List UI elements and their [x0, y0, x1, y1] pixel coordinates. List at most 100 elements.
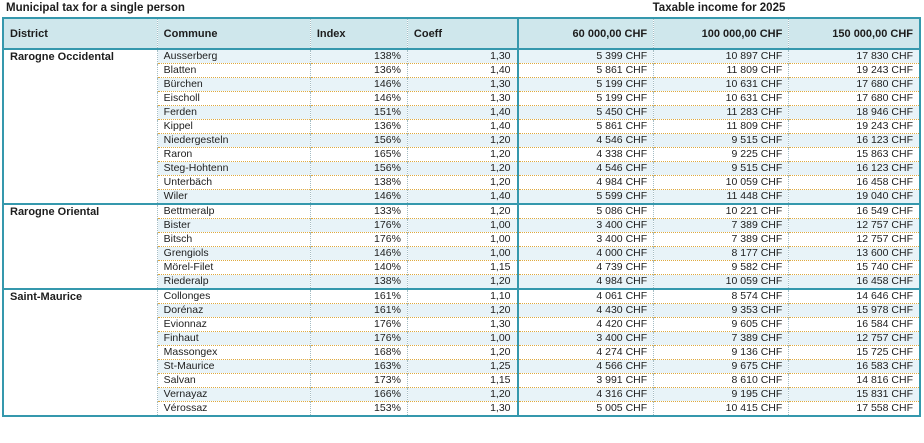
- commune-cell: Collonges: [156, 288, 311, 304]
- index-cell: 163%: [309, 359, 408, 374]
- tax-100000-cell: 8 177 CHF: [653, 246, 789, 261]
- tax-100000-cell: 11 448 CHF: [653, 189, 789, 204]
- table-row: Massongex 168% 1,20 4 274 CHF 9 136 CHF 15 72…: [3, 345, 920, 360]
- tax-60000-cell: 4 420 CHF: [516, 317, 654, 332]
- tax-150000-cell: 14 816 CHF: [788, 373, 920, 388]
- coeff-cell: 1,20: [406, 175, 518, 190]
- commune-cell: St-Maurice: [156, 359, 311, 374]
- table-row: Raron 165% 1,20 4 338 CHF 9 225 CHF 15 863 CH…: [3, 147, 920, 162]
- index-cell: 136%: [309, 119, 408, 134]
- district-cell: Rarogne Oriental: [3, 203, 158, 289]
- index-cell: 173%: [309, 373, 408, 388]
- tax-150000-cell: 16 123 CHF: [788, 161, 920, 176]
- index-cell: 133%: [309, 203, 408, 219]
- table-row: Eischoll 146% 1,30 5 199 CHF 10 631 CHF 17 68…: [3, 91, 920, 106]
- index-cell: 146%: [309, 91, 408, 106]
- index-cell: 176%: [309, 317, 408, 332]
- tax-60000-cell: 5 399 CHF: [516, 48, 654, 64]
- tax-100000-cell: 9 515 CHF: [653, 133, 789, 148]
- tax-60000-cell: 3 400 CHF: [516, 232, 654, 247]
- tax-150000-cell: 15 863 CHF: [788, 147, 920, 162]
- tax-60000-cell: 3 400 CHF: [516, 331, 654, 346]
- right-title: Taxable income for 2025: [652, 2, 786, 14]
- tax-100000-cell: 9 195 CHF: [653, 387, 789, 402]
- index-cell: 168%: [309, 345, 408, 360]
- tax-60000-cell: 4 316 CHF: [516, 387, 654, 402]
- district-cell: Rarogne Occidental: [3, 49, 158, 204]
- coeff-cell: 1,20: [406, 274, 518, 289]
- commune-cell: Dorénaz: [156, 303, 311, 318]
- table-row: Rarogne Oriental Bettmeralp 133% 1,20 5 086 …: [3, 203, 920, 289]
- table-row: Blatten 136% 1,40 5 861 CHF 11 809 CHF 19 243…: [3, 63, 920, 78]
- coeff-cell: 1,40: [406, 105, 518, 120]
- table-row: Salvan 173% 1,15 3 991 CHF 8 610 CHF 14 816 C…: [3, 373, 920, 388]
- tax-150000-cell: 17 558 CHF: [788, 401, 920, 416]
- tax-150000-cell: 15 978 CHF: [788, 303, 920, 318]
- col-header-income-100000: 100 000,00 CHF: [653, 18, 789, 50]
- col-header-income-60000: 60 000,00 CHF: [516, 18, 654, 50]
- tax-100000-cell: 7 389 CHF: [653, 218, 789, 233]
- commune-cell: Massongex: [156, 345, 311, 360]
- tax-150000-cell: 16 583 CHF: [788, 359, 920, 374]
- coeff-cell: 1,30: [406, 401, 518, 416]
- tax-60000-cell: 4 546 CHF: [516, 161, 654, 176]
- commune-cell: Wiler: [156, 189, 311, 204]
- index-cell: 146%: [309, 189, 408, 204]
- table-row: Niedergesteln 156% 1,20 4 546 CHF 9 515 CHF 1…: [3, 133, 920, 148]
- table-row: Grengiols 146% 1,00 4 000 CHF 8 177 CHF 13 60…: [3, 246, 920, 261]
- tax-60000-cell: 5 086 CHF: [516, 203, 654, 219]
- coeff-cell: 1,00: [406, 246, 518, 261]
- tax-100000-cell: 10 059 CHF: [653, 274, 789, 289]
- tax-150000-cell: 16 584 CHF: [788, 317, 920, 332]
- table-header-row: District Commune Index Coeff 60 000,00 C…: [3, 18, 920, 50]
- tax-100000-cell: 10 059 CHF: [653, 175, 789, 190]
- tax-100000-cell: 11 809 CHF: [653, 119, 789, 134]
- commune-cell: Evionnaz: [156, 317, 311, 332]
- tax-150000-cell: 15 740 CHF: [788, 260, 920, 275]
- left-title: Municipal tax for a single person: [6, 2, 185, 14]
- index-cell: 153%: [309, 401, 408, 416]
- table-row: Wiler 146% 1,40 5 599 CHF 11 448 CHF 19 040 C…: [3, 189, 920, 204]
- tax-150000-cell: 16 549 CHF: [788, 203, 920, 219]
- coeff-cell: 1,20: [406, 161, 518, 176]
- tax-100000-cell: 9 225 CHF: [653, 147, 789, 162]
- tax-100000-cell: 9 136 CHF: [653, 345, 789, 360]
- commune-cell: Vernayaz: [156, 387, 311, 402]
- commune-cell: Grengiols: [156, 246, 311, 261]
- tax-150000-cell: 19 040 CHF: [788, 189, 920, 204]
- table-row: Dorénaz 161% 1,20 4 430 CHF 9 353 CHF 15 978 …: [3, 303, 920, 318]
- table-row: Saint-Maurice Collonges 161% 1,10 4 061 CHF 8…: [3, 288, 920, 416]
- tax-60000-cell: 4 338 CHF: [516, 147, 654, 162]
- tax-150000-cell: 19 243 CHF: [788, 119, 920, 134]
- commune-cell: Salvan: [156, 373, 311, 388]
- commune-cell: Eischoll: [156, 91, 311, 106]
- tax-100000-cell: 11 283 CHF: [653, 105, 789, 120]
- index-cell: 146%: [309, 77, 408, 92]
- index-cell: 138%: [309, 274, 408, 289]
- index-cell: 176%: [309, 331, 408, 346]
- tax-100000-cell: 10 631 CHF: [653, 91, 789, 106]
- table-row: St-Maurice 163% 1,25 4 566 CHF 9 675 CHF 16 5…: [3, 359, 920, 374]
- tax-60000-cell: 5 861 CHF: [516, 119, 654, 134]
- table-row: Vérossaz 153% 1,30 5 005 CHF 10 415 CHF 17 55…: [3, 401, 920, 416]
- tax-150000-cell: 16 123 CHF: [788, 133, 920, 148]
- tax-100000-cell: 10 415 CHF: [653, 401, 789, 416]
- coeff-cell: 1,20: [406, 303, 518, 318]
- tax-100000-cell: 9 582 CHF: [653, 260, 789, 275]
- commune-cell: Bitsch: [156, 232, 311, 247]
- table-row: Kippel 136% 1,40 5 861 CHF 11 809 CHF 19 243 …: [3, 119, 920, 134]
- coeff-cell: 1,30: [406, 317, 518, 332]
- commune-cell: Kippel: [156, 119, 311, 134]
- tax-100000-cell: 8 610 CHF: [653, 373, 789, 388]
- tax-150000-cell: 17 680 CHF: [788, 91, 920, 106]
- commune-cell: Niedergesteln: [156, 133, 311, 148]
- municipal-tax-table: District Commune Index Coeff 60 000,00 C…: [2, 17, 921, 417]
- tax-100000-cell: 9 353 CHF: [653, 303, 789, 318]
- tax-100000-cell: 9 675 CHF: [653, 359, 789, 374]
- commune-cell: Vérossaz: [156, 401, 311, 416]
- tax-150000-cell: 18 946 CHF: [788, 105, 920, 120]
- tax-100000-cell: 7 389 CHF: [653, 331, 789, 346]
- coeff-cell: 1,10: [406, 288, 518, 304]
- table-row: Vernayaz 166% 1,20 4 316 CHF 9 195 CHF 15 831…: [3, 387, 920, 402]
- index-cell: 151%: [309, 105, 408, 120]
